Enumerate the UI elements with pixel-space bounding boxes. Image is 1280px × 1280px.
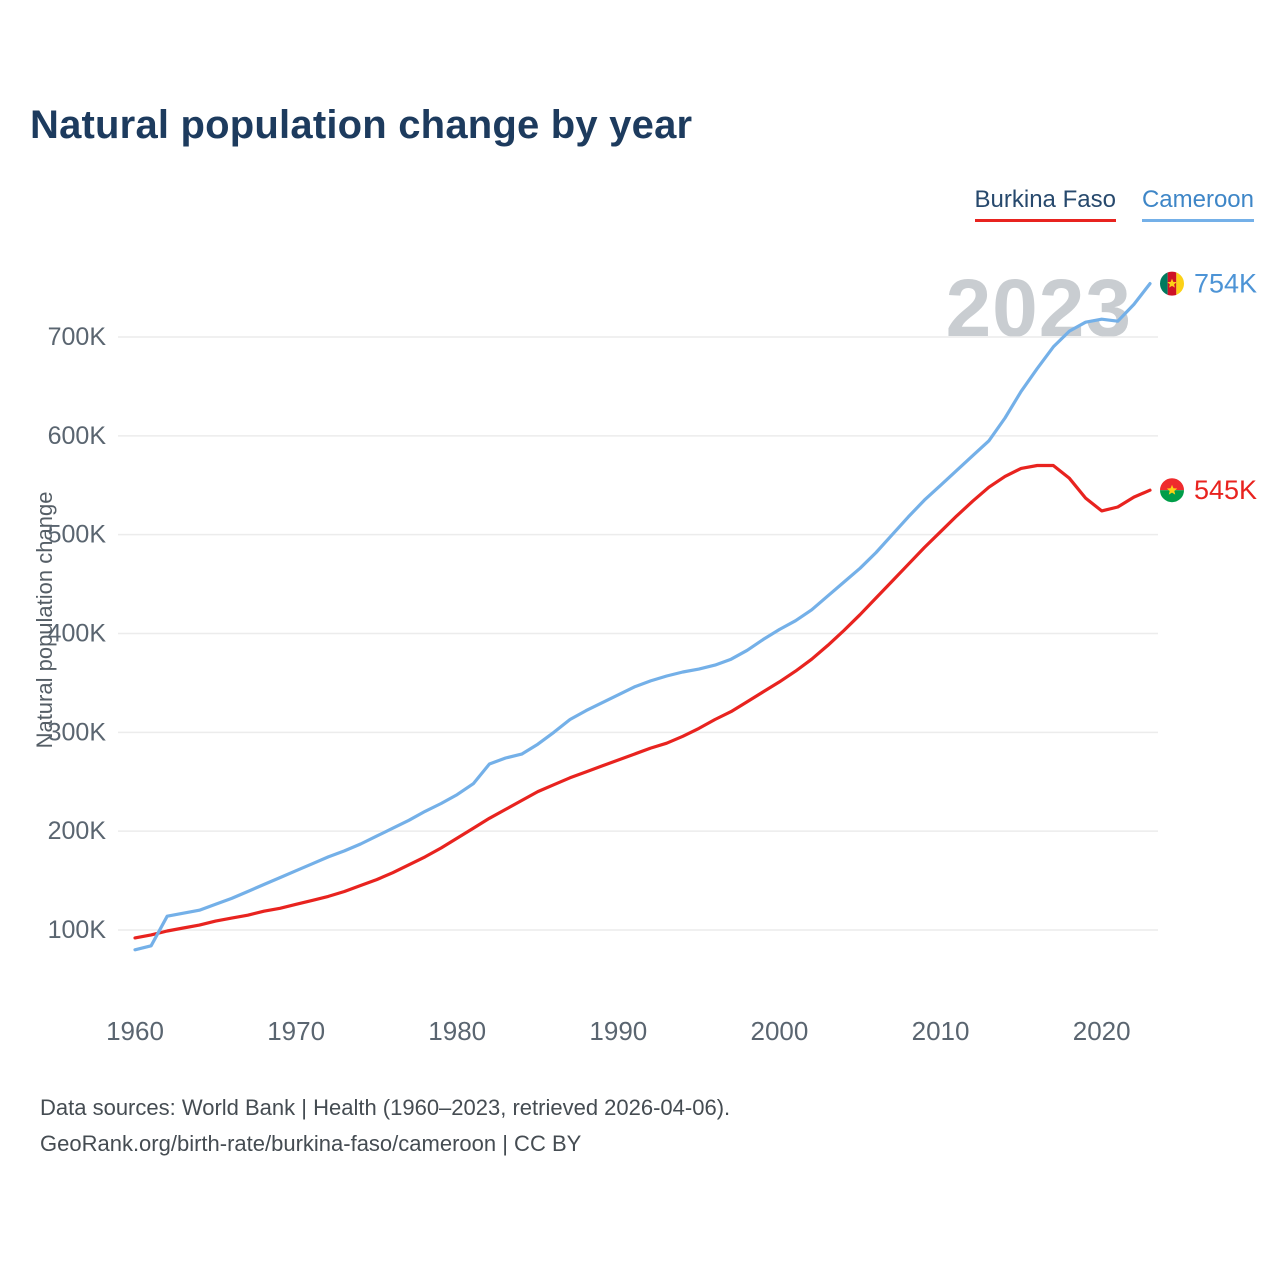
x-tick-label: 2020 xyxy=(1073,1016,1131,1046)
y-tick-label: 400K xyxy=(48,620,107,648)
y-tick-label: 300K xyxy=(48,718,107,746)
end-value-label-burkina-faso: 545K xyxy=(1194,475,1257,505)
x-tick-label: 2000 xyxy=(751,1016,809,1046)
burkina-faso-flag-icon xyxy=(1158,476,1186,505)
cameroon-flag-icon xyxy=(1158,269,1186,298)
y-tick-label: 200K xyxy=(48,817,107,845)
legend: Burkina Faso Cameroon xyxy=(974,186,1254,222)
x-tick-label: 1960 xyxy=(106,1016,164,1046)
series-line-cameroon xyxy=(133,282,1152,952)
footer: Data sources: World Bank | Health (1960–… xyxy=(40,1090,730,1162)
series-line-burkina-faso xyxy=(133,463,1152,940)
y-tick-label: 500K xyxy=(48,521,107,549)
x-tick-label: 1970 xyxy=(267,1016,325,1046)
x-tick-label: 1980 xyxy=(428,1016,486,1046)
year-watermark: 2023 xyxy=(945,263,1132,354)
flag-star xyxy=(1167,278,1177,288)
flag-star xyxy=(1166,484,1178,495)
x-tick-label: 1990 xyxy=(589,1016,647,1046)
legend-item-burkina-faso[interactable]: Burkina Faso xyxy=(974,186,1116,222)
footer-sources: Data sources: World Bank | Health (1960–… xyxy=(40,1095,731,1120)
y-tick-label: 700K xyxy=(48,323,107,351)
chart-title: Natural population change by year xyxy=(30,103,693,147)
y-tick-label: 600K xyxy=(48,422,107,450)
x-tick-label: 2010 xyxy=(912,1016,970,1046)
footer-attribution: GeoRank.org/birth-rate/burkina-faso/came… xyxy=(40,1131,582,1156)
legend-item-cameroon[interactable]: Cameroon xyxy=(1141,186,1254,222)
y-tick-label: 100K xyxy=(48,916,107,944)
end-value-label-cameroon: 754K xyxy=(1194,269,1257,299)
